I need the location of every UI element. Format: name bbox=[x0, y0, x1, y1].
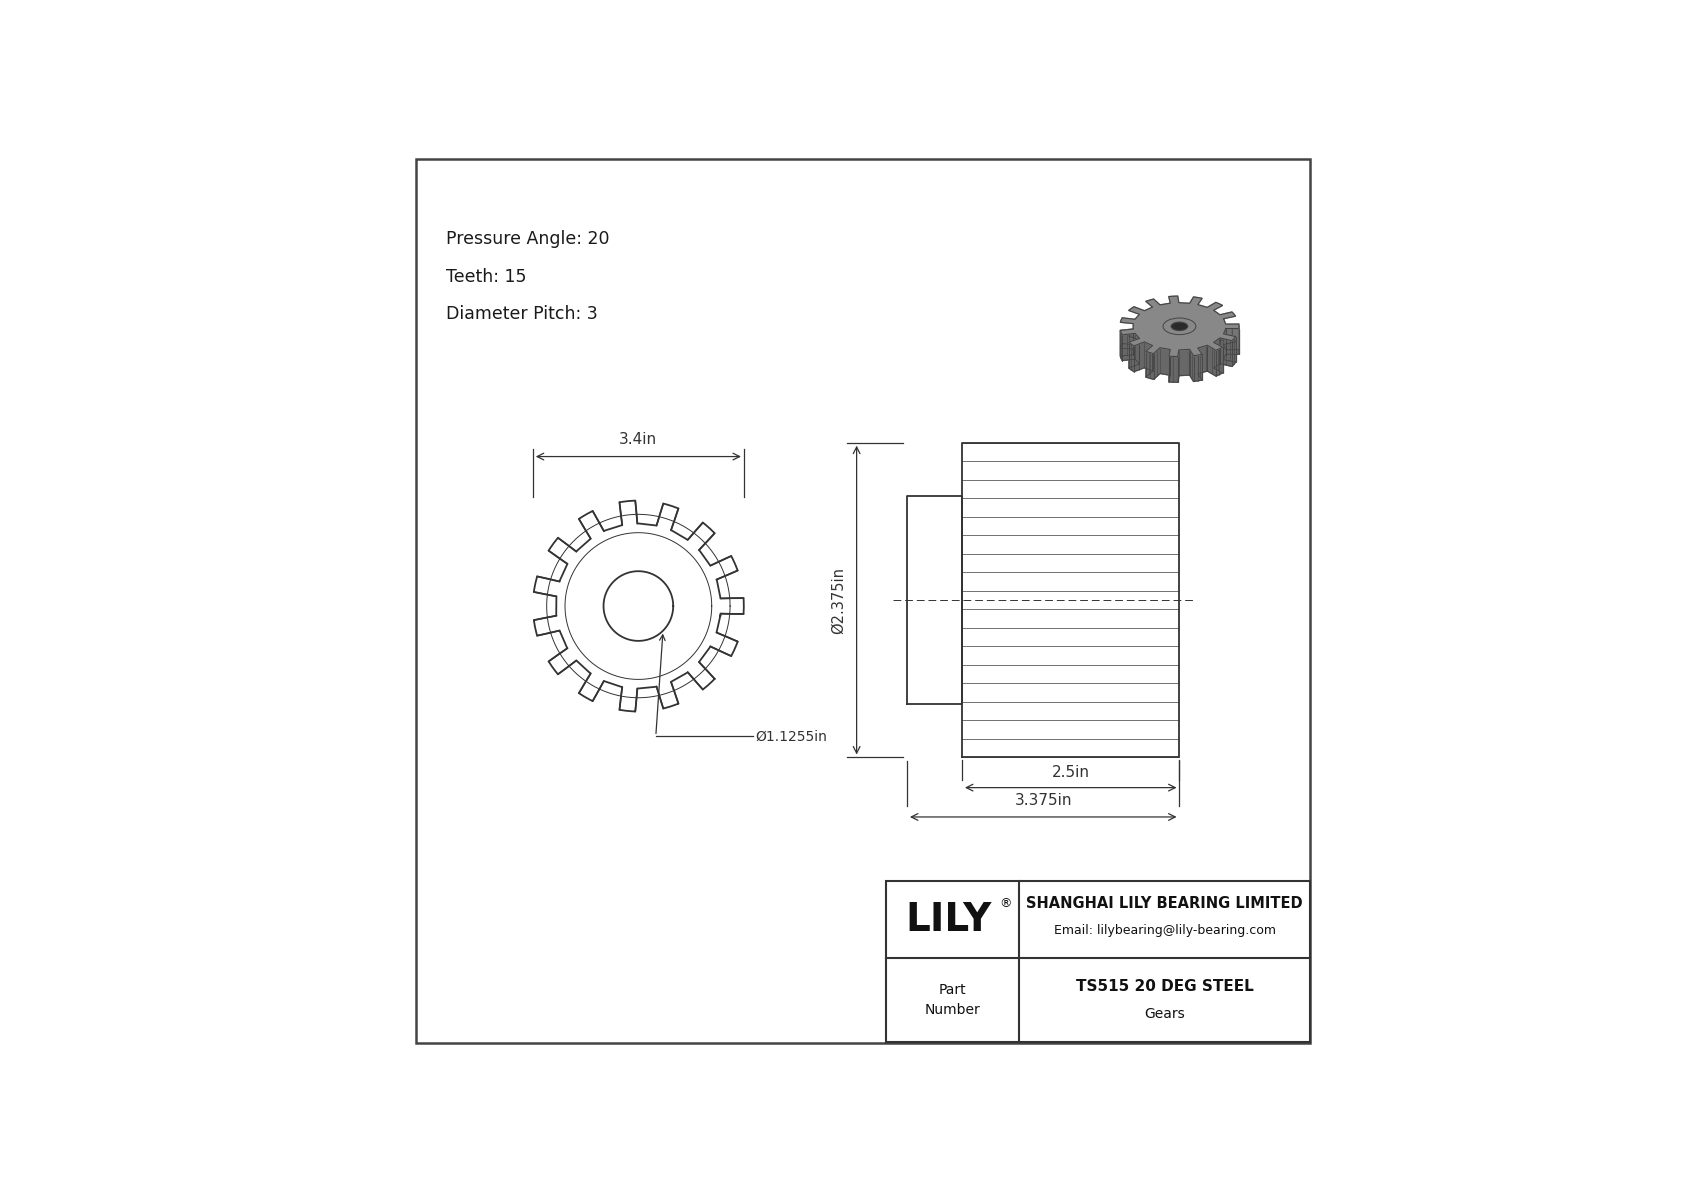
Polygon shape bbox=[1145, 349, 1148, 378]
Polygon shape bbox=[1154, 350, 1157, 379]
Polygon shape bbox=[1201, 351, 1202, 380]
Polygon shape bbox=[1132, 344, 1133, 372]
Polygon shape bbox=[1169, 356, 1174, 382]
Text: Ø1.1255in: Ø1.1255in bbox=[756, 729, 827, 743]
Text: Email: lilybearing@lily-bearing.com: Email: lilybearing@lily-bearing.com bbox=[1054, 924, 1275, 937]
Text: Pressure Angle: 20: Pressure Angle: 20 bbox=[446, 230, 610, 248]
Polygon shape bbox=[1160, 348, 1169, 375]
Polygon shape bbox=[1192, 353, 1194, 381]
Text: 3.4in: 3.4in bbox=[620, 432, 657, 448]
Polygon shape bbox=[1216, 349, 1219, 376]
Polygon shape bbox=[1128, 342, 1132, 369]
Polygon shape bbox=[1179, 349, 1189, 375]
Polygon shape bbox=[1224, 329, 1226, 360]
Polygon shape bbox=[1226, 339, 1233, 367]
Text: Teeth: 15: Teeth: 15 bbox=[446, 268, 527, 286]
Polygon shape bbox=[1120, 330, 1127, 356]
Text: Gears: Gears bbox=[1143, 1006, 1186, 1021]
Polygon shape bbox=[1133, 338, 1140, 366]
Polygon shape bbox=[1157, 348, 1160, 376]
Polygon shape bbox=[1214, 338, 1219, 368]
Text: TS515 20 DEG STEEL: TS515 20 DEG STEEL bbox=[1076, 979, 1253, 993]
Polygon shape bbox=[1197, 345, 1206, 374]
Polygon shape bbox=[1174, 356, 1177, 382]
Polygon shape bbox=[1207, 345, 1211, 374]
Polygon shape bbox=[1197, 355, 1202, 381]
Polygon shape bbox=[1145, 342, 1152, 370]
Polygon shape bbox=[1214, 342, 1218, 370]
Polygon shape bbox=[1233, 338, 1234, 367]
Polygon shape bbox=[1224, 333, 1229, 361]
Polygon shape bbox=[1127, 329, 1133, 355]
Polygon shape bbox=[1211, 348, 1216, 376]
Polygon shape bbox=[1150, 353, 1154, 379]
Text: ®: ® bbox=[1000, 897, 1012, 910]
Text: Part
Number: Part Number bbox=[925, 984, 980, 1017]
Polygon shape bbox=[1135, 333, 1138, 363]
Polygon shape bbox=[1145, 351, 1150, 379]
Ellipse shape bbox=[1170, 322, 1187, 331]
Polygon shape bbox=[1197, 348, 1201, 376]
Polygon shape bbox=[1194, 355, 1197, 381]
Polygon shape bbox=[1219, 338, 1226, 364]
Polygon shape bbox=[1133, 344, 1140, 372]
Text: Ø2.375in: Ø2.375in bbox=[830, 567, 845, 634]
Text: Diameter Pitch: 3: Diameter Pitch: 3 bbox=[446, 305, 598, 323]
Polygon shape bbox=[1128, 341, 1133, 368]
Polygon shape bbox=[1219, 348, 1223, 374]
Text: SHANGHAI LILY BEARING LIMITED: SHANGHAI LILY BEARING LIMITED bbox=[1026, 896, 1303, 911]
Text: 3.375in: 3.375in bbox=[1014, 793, 1073, 807]
Polygon shape bbox=[1120, 297, 1239, 356]
Polygon shape bbox=[1233, 329, 1239, 354]
Polygon shape bbox=[1122, 335, 1128, 361]
Polygon shape bbox=[1140, 342, 1145, 369]
Polygon shape bbox=[1128, 333, 1135, 360]
Polygon shape bbox=[1148, 345, 1152, 374]
Polygon shape bbox=[1189, 349, 1192, 379]
Polygon shape bbox=[1226, 329, 1233, 354]
Bar bbox=[886, 881, 1310, 1042]
Polygon shape bbox=[1120, 322, 1239, 382]
Text: 2.5in: 2.5in bbox=[1052, 766, 1090, 780]
Polygon shape bbox=[1229, 335, 1236, 362]
Polygon shape bbox=[1218, 344, 1223, 373]
Text: LILY: LILY bbox=[904, 900, 992, 939]
